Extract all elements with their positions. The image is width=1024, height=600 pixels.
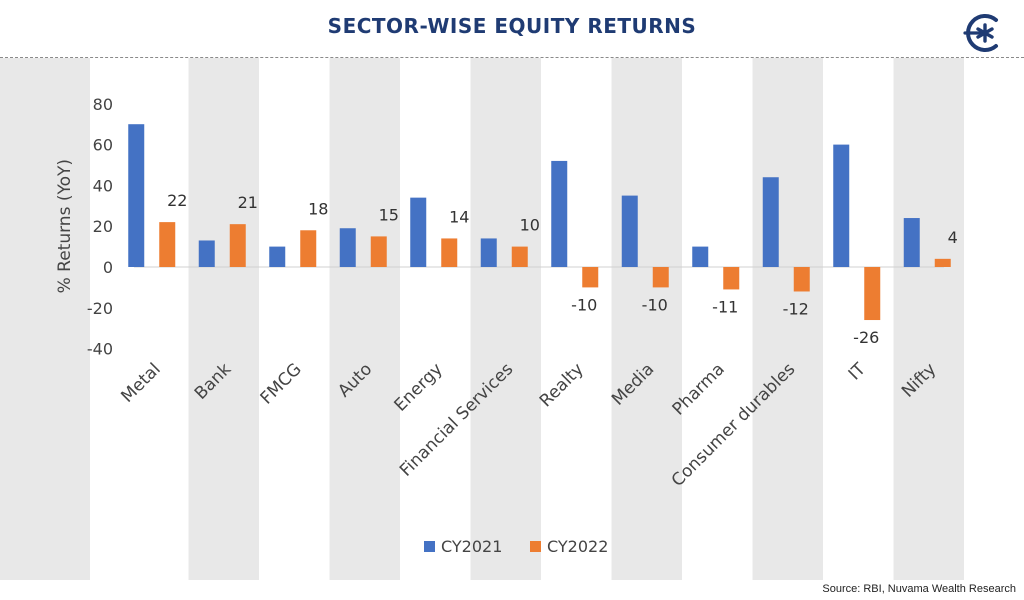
data-label-cy2022: 10 [520,216,540,235]
bar-cy2021 [128,124,145,267]
bar-cy2022 [652,267,669,288]
bar-cy2021 [198,240,215,267]
bar-cy2021 [551,160,568,267]
data-label-cy2022: 15 [379,205,399,224]
page-title: SECTOR-WISE EQUITY RETURNS [327,14,697,38]
background-band [611,58,682,580]
y-tick-label: 20 [93,217,113,236]
background-band [0,58,90,580]
background-band [893,58,964,580]
legend-label: CY2022 [547,537,608,556]
bar-cy2021 [269,246,286,267]
background-band [188,58,259,580]
data-label-cy2022: -12 [783,299,809,318]
bar-cy2022 [370,236,387,267]
data-label-cy2022: 14 [449,207,469,226]
bar-cy2021 [692,246,709,267]
data-label-cy2022: -10 [642,295,668,314]
bar-cy2021 [833,144,850,267]
asterisk-logo-icon [963,14,998,52]
category-label: FMCG [257,359,306,408]
bar-cy2021 [621,195,638,267]
bar-cy2022 [793,267,810,292]
legend-label: CY2021 [441,537,502,556]
y-axis-label: % Returns (YoY) [55,159,75,293]
category-label: Metal [117,359,164,406]
bar-cy2022 [582,267,599,288]
y-tick-label: 60 [93,136,113,155]
bar-cy2022 [511,246,528,267]
data-label-cy2022: 22 [167,191,187,210]
data-label-cy2022: 18 [308,199,328,218]
data-label-cy2022: 4 [948,228,958,247]
legend-swatch [530,541,541,552]
header: SECTOR-WISE EQUITY RETURNS [0,0,1024,58]
y-tick-label: -20 [87,299,113,318]
bar-cy2022 [229,224,246,267]
y-tick-label: 40 [93,176,113,195]
data-label-cy2022: -26 [853,328,879,347]
bar-cy2021 [762,177,779,267]
y-tick-label: 0 [103,258,113,277]
category-label: IT [845,359,870,384]
bar-cy2021 [339,228,356,267]
header-divider [0,57,1024,58]
bar-cy2021 [410,197,427,267]
background-band [470,58,541,580]
data-label-cy2022: -10 [571,295,597,314]
data-label-cy2022: 21 [238,193,258,212]
y-tick-label: -40 [87,340,113,359]
background-band [752,58,823,580]
bar-cy2022 [441,238,458,267]
data-label-cy2022: -11 [712,297,738,316]
legend-swatch [424,541,435,552]
y-tick-label: 80 [93,95,113,114]
bar-cy2022 [934,258,951,267]
background-band [329,58,400,580]
bar-cy2022 [864,267,881,321]
category-label: Realty [536,359,588,411]
bar-cy2021 [480,238,497,267]
bar-cy2021 [903,218,920,267]
bar-cy2022 [159,222,176,267]
bar-cy2022 [723,267,740,290]
source-note: Source: RBI, Nuvama Wealth Research [822,583,1016,595]
bar-cy2022 [300,230,317,267]
